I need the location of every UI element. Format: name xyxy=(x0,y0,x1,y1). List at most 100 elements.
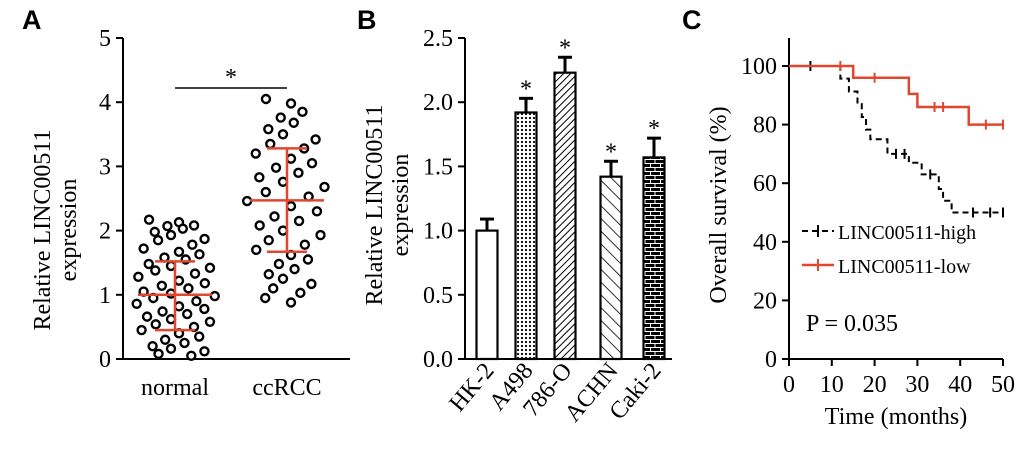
panel-a-ylabel-2: expression xyxy=(56,179,82,282)
panel-a-point-ccRCC xyxy=(299,239,311,250)
panel-c-xtick-label: 20 xyxy=(863,372,887,398)
panel-a-point-ccRCC xyxy=(285,98,297,109)
panel-a-point-normal xyxy=(209,290,220,302)
panel-b-bar-chart: Relative LINC00511 expression 0.0 0.5 1.0 1… xyxy=(362,26,672,427)
panel-a-point-ccRCC xyxy=(260,93,272,105)
panel-a-ytick-label: 3 xyxy=(99,154,111,180)
panel-c-ytick-label: 60 xyxy=(753,171,777,197)
panel-a-point-normal xyxy=(165,229,177,241)
panel-c-survival-chart: Overall survival (%) 0 20 40 60 80 100 0 10 20 30… xyxy=(706,38,1015,430)
panel-a-point-normal xyxy=(149,226,160,238)
panel-a-point-normal xyxy=(143,214,155,225)
panel-a-point-normal xyxy=(150,265,161,276)
panel-a-point-ccRCC xyxy=(260,186,271,198)
panel-a-point-normal xyxy=(199,278,211,289)
panel-a-point-normal xyxy=(156,280,168,292)
panel-b-bar-Caki-2 xyxy=(642,156,666,361)
panel-a-point-ccRCC xyxy=(293,167,304,179)
panel-b-ytick-label: 1.0 xyxy=(423,219,453,245)
panel-a-point-normal xyxy=(157,306,168,317)
panel-a-point-ccRCC xyxy=(263,123,274,135)
panel-a-point-ccRCC xyxy=(263,269,274,280)
legend-low-label: LINC00511-low xyxy=(838,256,971,278)
panel-c-xtick-label: 40 xyxy=(948,372,972,398)
panel-a-point-normal xyxy=(204,262,216,274)
panel-b-ylabel-2: expression xyxy=(388,154,414,257)
panel-a-ylabel-1: Relative LINC00511 xyxy=(30,129,56,330)
panel-a-point-normal xyxy=(186,350,197,361)
panel-a-point-ccRCC xyxy=(265,138,276,150)
panel-a-point-normal xyxy=(153,348,164,360)
panel-label-a: A xyxy=(22,5,42,35)
panel-a-point-ccRCC xyxy=(288,117,299,128)
panel-a-point-ccRCC xyxy=(297,106,308,118)
panel-a-point-ccRCC xyxy=(306,157,318,169)
panel-b-ytick-label: 1.5 xyxy=(423,154,453,180)
panel-a-point-ccRCC xyxy=(275,112,286,123)
panel-a-xtick-ccrcc: ccRCC xyxy=(252,375,321,401)
panel-a-scatter: Relative LINC00511 expression 0 1 2 3 4 5 * n… xyxy=(30,26,350,401)
panel-a-point-ccRCC xyxy=(302,254,314,265)
panel-c-ytick-label: 80 xyxy=(753,113,777,139)
panel-b-bar-HK-2 xyxy=(475,229,499,361)
panel-a-point-ccRCC xyxy=(254,172,265,183)
panel-c-ylabel: Overall survival (%) xyxy=(706,106,732,303)
panel-a-point-normal xyxy=(141,311,153,322)
panel-a-point-ccRCC xyxy=(268,283,279,294)
legend-high-label: LINC00511-high xyxy=(838,222,976,244)
panel-a-point-ccRCC xyxy=(289,263,300,275)
panel-a-ytick-label: 5 xyxy=(99,26,111,52)
panel-b-ytick-label: 2.5 xyxy=(423,26,453,52)
panel-a-point-ccRCC xyxy=(311,206,323,217)
panel-a-point-normal xyxy=(131,298,142,309)
panel-a-point-normal xyxy=(173,246,185,257)
panel-a-point-ccRCC xyxy=(250,148,261,159)
panel-c-xtick-label: 50 xyxy=(991,372,1015,398)
panel-a-point-ccRCC xyxy=(277,273,289,284)
panel-c-pvalue: P = 0.035 xyxy=(806,311,898,337)
panel-a-xtick-normal: normal xyxy=(141,375,209,401)
panel-c-ytick-label: 0 xyxy=(765,347,777,373)
panel-a-point-ccRCC xyxy=(263,235,274,246)
panel-c-xtick-label: 0 xyxy=(783,372,795,398)
panel-label-c: C xyxy=(682,5,702,35)
panel-a-ytick-label: 1 xyxy=(99,283,111,309)
panel-label-b: B xyxy=(357,5,377,35)
panel-a-point-normal xyxy=(199,233,210,245)
panel-c-curve-LINC00511-low xyxy=(789,64,1003,126)
panel-a-point-ccRCC xyxy=(269,211,280,222)
panel-a-point-normal xyxy=(177,223,189,234)
panel-c-xtick-label: 30 xyxy=(905,372,929,398)
panel-a-point-normal xyxy=(162,220,173,232)
panel-a-point-ccRCC xyxy=(251,244,262,256)
panel-a-point-normal xyxy=(133,271,144,283)
panel-b-ylabel-1: Relative LINC00511 xyxy=(362,104,388,305)
panel-a-point-ccRCC xyxy=(273,258,285,270)
panel-a-point-ccRCC xyxy=(315,229,326,241)
panel-a-point-normal xyxy=(204,316,216,327)
panel-b-ytick-label: 0.5 xyxy=(423,283,453,309)
panel-a-point-normal xyxy=(143,258,154,270)
panel-a-point-normal xyxy=(191,296,202,307)
panel-a-point-normal xyxy=(188,220,200,231)
panel-c-ytick-label: 100 xyxy=(741,54,777,80)
panel-b-significance-star: * xyxy=(559,35,571,61)
panel-b-significance-star: * xyxy=(520,76,532,102)
panel-a-point-ccRCC xyxy=(254,220,265,231)
panel-a-point-normal xyxy=(199,303,210,315)
panel-c-ytick-label: 20 xyxy=(753,288,777,314)
panel-a-point-ccRCC xyxy=(319,181,330,193)
panel-a-point-ccRCC xyxy=(306,278,317,290)
panel-b-ytick-label: 0.0 xyxy=(423,347,453,373)
panel-a-ytick-label: 0 xyxy=(99,347,111,373)
panel-b-ytick-label: 2.0 xyxy=(423,90,453,116)
panel-a-ytick-label: 2 xyxy=(99,219,111,245)
panel-a-point-normal xyxy=(199,346,210,357)
panel-a-point-normal xyxy=(136,324,147,336)
panel-a-point-ccRCC xyxy=(270,162,282,173)
panel-b-bar-A498 xyxy=(514,111,538,361)
panel-a-point-normal xyxy=(183,283,194,294)
panel-a-point-normal xyxy=(179,337,190,349)
panel-a-point-normal xyxy=(189,268,201,279)
